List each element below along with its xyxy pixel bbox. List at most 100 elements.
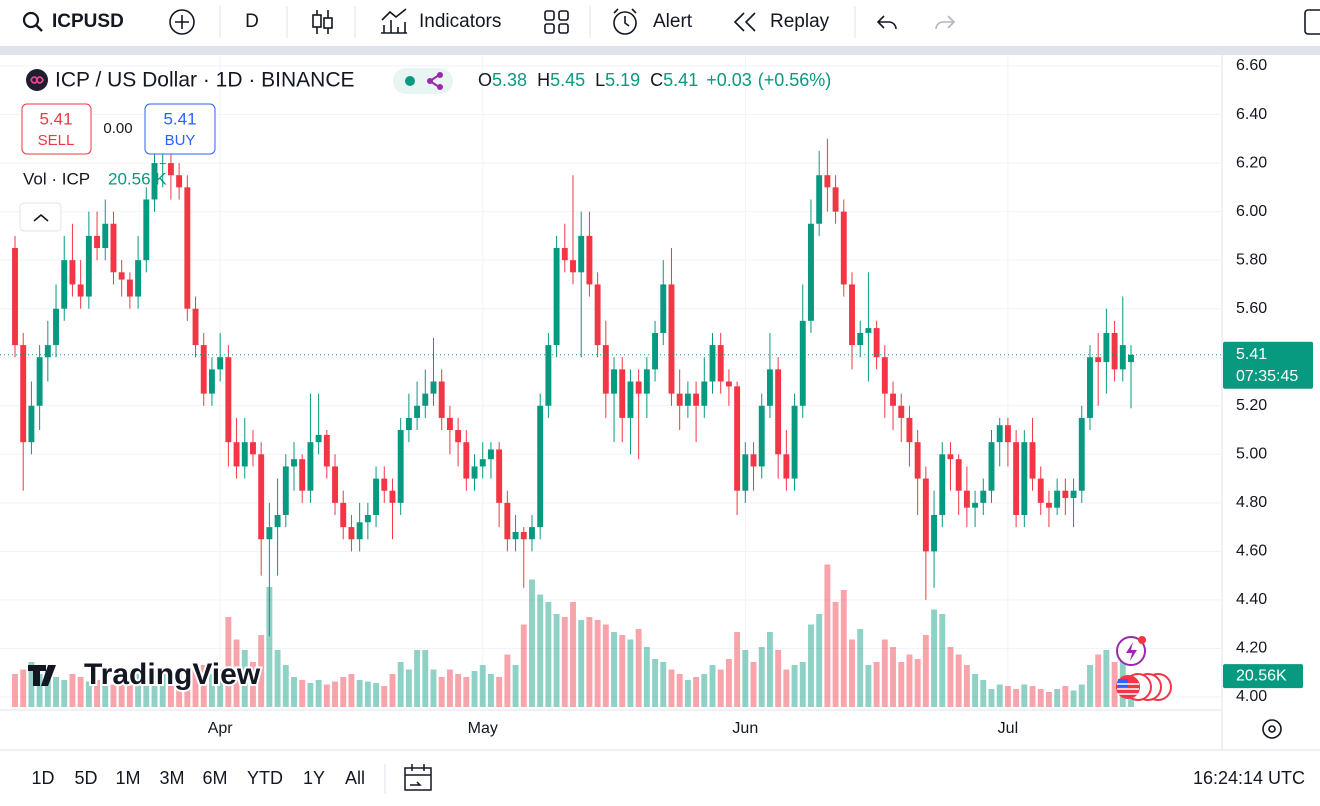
candle-body — [857, 332, 864, 346]
candle-body — [635, 381, 642, 394]
search-icon[interactable] — [22, 11, 40, 29]
volume-bar — [578, 620, 585, 707]
range-button[interactable]: 1Y — [303, 768, 325, 788]
replay-icon[interactable] — [733, 12, 756, 32]
axes: 4.004.204.404.604.805.005.205.405.605.80… — [0, 57, 1313, 737]
volume-bar — [643, 647, 650, 707]
candle-body — [471, 466, 478, 479]
candle-body — [750, 454, 757, 467]
volume-bar — [315, 680, 322, 707]
add-symbol[interactable] — [169, 9, 195, 35]
ohlc-letter: C — [650, 70, 663, 90]
candle-body — [1119, 345, 1126, 370]
candle-body — [315, 434, 322, 443]
volume-bar — [36, 674, 43, 707]
candle-body — [135, 260, 142, 297]
candle-body — [167, 163, 174, 176]
candle-body — [217, 357, 224, 370]
sell-label: SELL — [38, 132, 75, 149]
range-button[interactable]: 3M — [159, 768, 184, 788]
volume-bar — [44, 671, 51, 707]
volume-bar — [143, 677, 150, 707]
logo-mark — [28, 665, 56, 686]
candle-body — [1087, 357, 1093, 418]
volume-bar — [914, 659, 921, 707]
go-to-date[interactable] — [404, 764, 432, 791]
volume-bar — [586, 617, 593, 707]
range-button[interactable]: 5D — [74, 768, 97, 788]
clock: 16:24:14 UTC — [1193, 768, 1305, 788]
volume-bar — [996, 684, 1003, 707]
volume-bar — [922, 635, 929, 707]
candle-body — [53, 308, 59, 346]
ohlc-legend: O5.38 H5.45 L5.19 C5.41 +0.03 (+0.56%) — [478, 70, 831, 90]
candle-body — [816, 175, 823, 224]
volume-bar — [783, 669, 790, 707]
buy-label: BUY — [165, 132, 196, 149]
interval[interactable]: D — [245, 11, 259, 32]
range-button[interactable]: 1M — [115, 768, 140, 788]
volume-bar — [980, 680, 987, 707]
range-button[interactable]: 1D — [31, 768, 54, 788]
economic-events[interactable] — [1116, 673, 1172, 701]
volume-bar — [332, 681, 338, 707]
candle-body — [184, 187, 191, 309]
candle-body — [799, 320, 806, 406]
ohlc-letter: H — [537, 70, 550, 90]
events-badge — [1138, 636, 1146, 644]
candle-body — [963, 490, 970, 508]
settings-icon[interactable] — [1262, 719, 1282, 739]
range-button[interactable]: YTD — [247, 768, 283, 788]
volume-bar — [282, 665, 289, 707]
buy-button[interactable] — [144, 103, 216, 155]
volume-bar — [931, 609, 938, 707]
candle-body — [241, 442, 248, 467]
range-button[interactable]: 6M — [202, 768, 227, 788]
alert-icon[interactable] — [613, 11, 637, 35]
candle-body — [709, 345, 716, 382]
volume-bar — [455, 674, 462, 707]
undo[interactable] — [876, 15, 897, 30]
candles — [12, 138, 1134, 637]
volume-bar — [594, 620, 601, 707]
volume-bar — [1095, 654, 1102, 707]
candle-body — [373, 478, 380, 515]
symbol[interactable]: ICPUSD — [52, 11, 124, 32]
volume-bar — [340, 677, 347, 707]
collapse-button[interactable] — [19, 202, 62, 232]
candle-body — [1013, 442, 1020, 515]
range-button[interactable]: All — [345, 768, 365, 788]
candle-body — [619, 369, 626, 418]
volume-bar — [364, 681, 371, 707]
redo[interactable] — [935, 15, 956, 30]
volume-bar — [561, 617, 568, 707]
candle-body — [1029, 442, 1036, 479]
ohlc-letter: L — [595, 70, 605, 90]
y-tick-label: 5.20 — [1236, 397, 1267, 414]
alert[interactable]: Alert — [653, 11, 693, 32]
templates-icon[interactable] — [544, 10, 569, 34]
candle-body — [94, 235, 101, 249]
volume-bar — [898, 662, 905, 707]
candle-body — [208, 369, 215, 394]
candle-body — [766, 369, 773, 406]
candle-body — [1045, 502, 1052, 508]
status-pill[interactable] — [393, 68, 453, 94]
layout-button[interactable] — [1304, 9, 1320, 35]
candle-body — [12, 248, 18, 346]
sell-button[interactable] — [21, 103, 92, 155]
indicators[interactable]: Indicators — [419, 11, 501, 32]
indicators-icon[interactable] — [381, 8, 407, 34]
volume-bar — [611, 632, 617, 707]
volume-bar — [791, 665, 798, 707]
candle-body — [126, 279, 133, 297]
volume-bar — [742, 650, 749, 707]
y-tick-label: 4.60 — [1236, 543, 1267, 560]
volume-bar — [266, 587, 273, 707]
candle-body — [282, 466, 289, 515]
volume-bar — [159, 674, 166, 707]
volume-bar — [545, 602, 552, 707]
volume-bar — [1054, 689, 1061, 707]
replay[interactable]: Replay — [770, 11, 830, 32]
